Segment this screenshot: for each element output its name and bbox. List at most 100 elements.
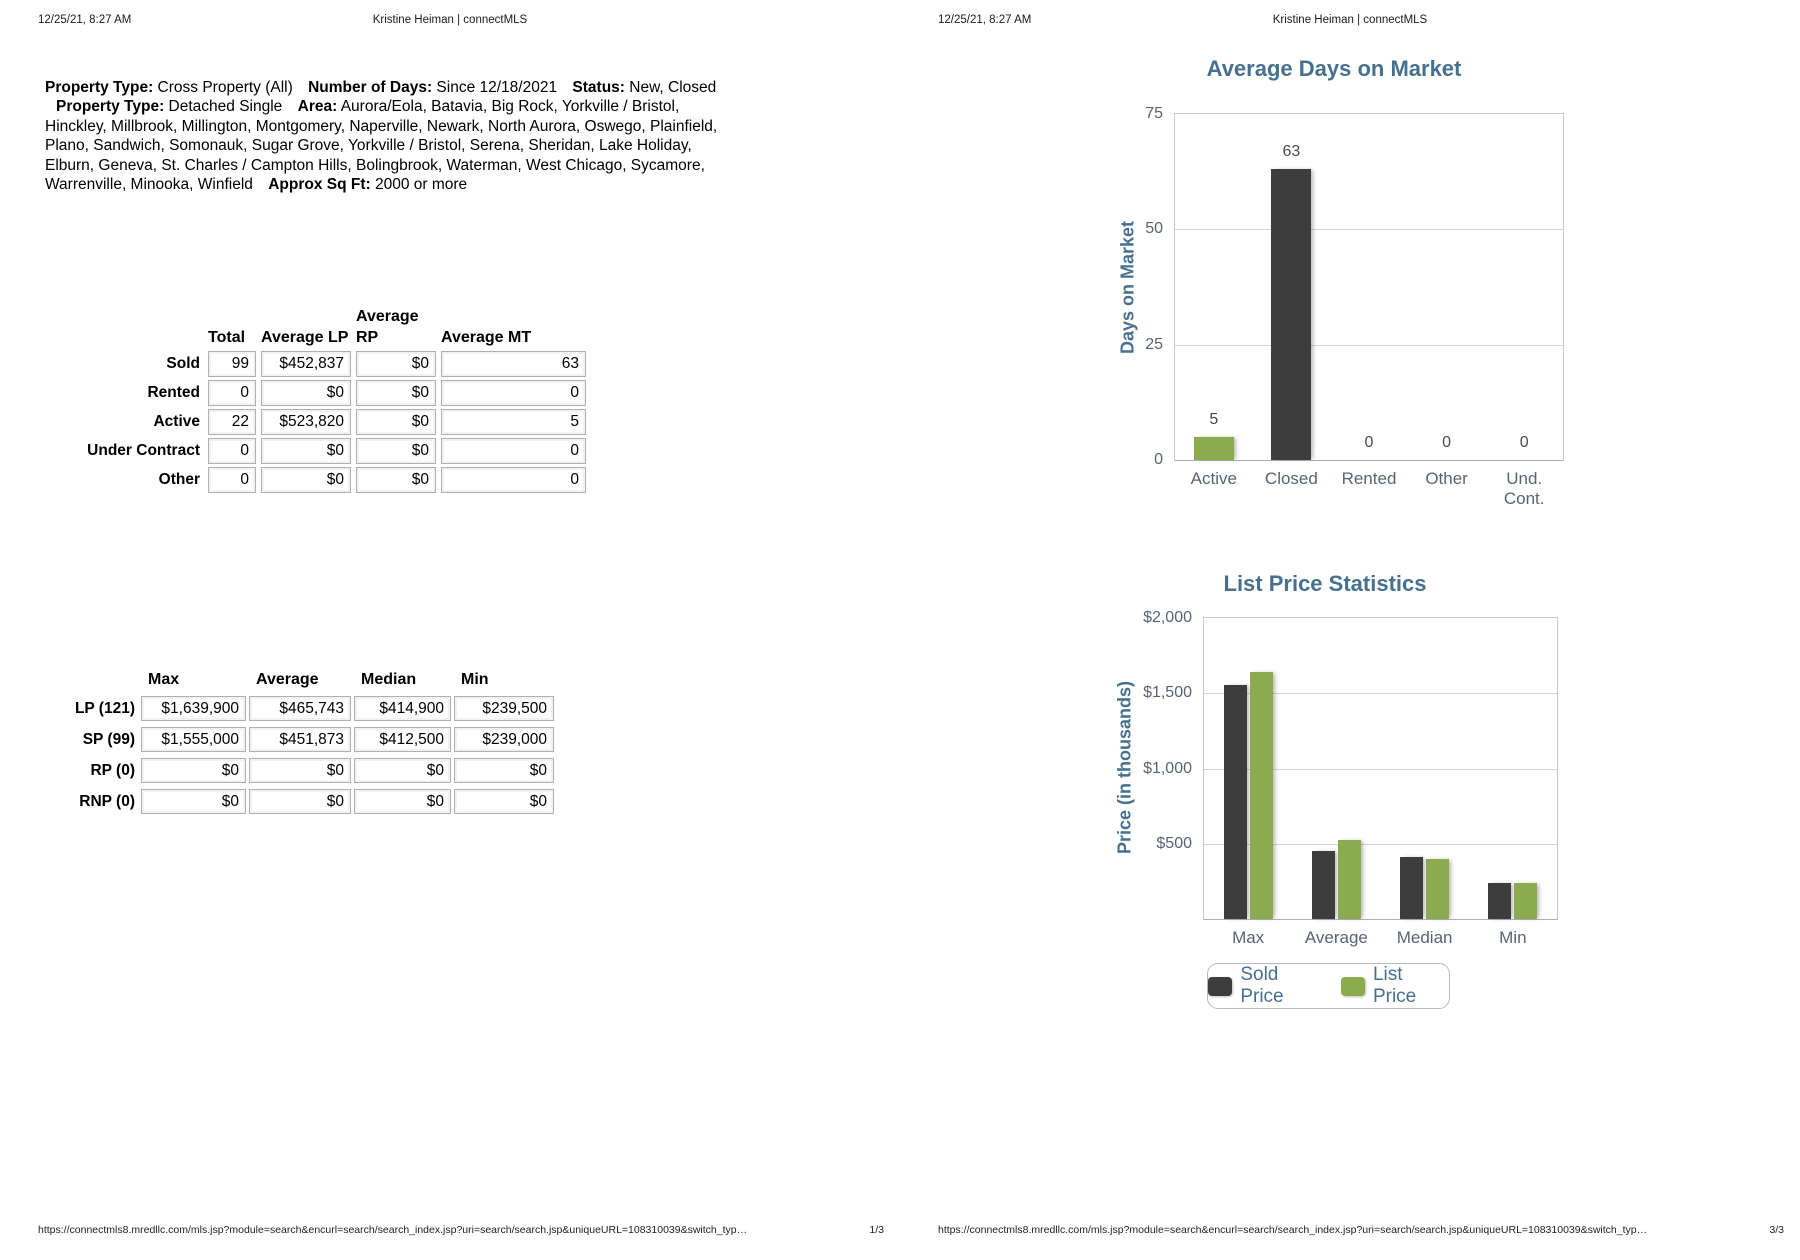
table-cell: $0: [141, 758, 246, 783]
x-category-label: Min: [1499, 928, 1527, 947]
table-cell: $0: [249, 789, 351, 814]
page-footer: https://connectmls8.mredllc.com/mls.jsp?…: [38, 1224, 884, 1238]
plot-area-days-on-market: 0 25 50 75 Active 5 Closed 63 Rented 0 Other 0 Und. …: [1145, 105, 1564, 508]
row-label: RNP (0): [79, 792, 135, 810]
chart-title-list-price: List Price Statistics: [1223, 571, 1427, 596]
summary-table: Total Average LP Average RP Average MT S…: [45, 299, 586, 493]
table-cell: 0: [441, 467, 586, 493]
table-cell: 22: [208, 409, 256, 435]
plot-area-list-price: $500 $1,000 $1,500 $2,000 Max Average Median Mi…: [1143, 609, 1558, 947]
row-label: Other: [158, 471, 200, 488]
table-cell: $0: [356, 351, 436, 377]
criteria-value: Cross Property (All): [153, 78, 293, 96]
row-label: Rented: [147, 384, 200, 401]
gridline: [1204, 693, 1557, 695]
row-label: Active: [153, 413, 200, 430]
table-cell: $0: [354, 789, 451, 814]
table-cell: $0: [356, 438, 436, 464]
criteria-value: Aurora/Eola, Batavia, Big Rock, Yorkvill…: [45, 98, 718, 193]
y-tick-label: 0: [1154, 451, 1163, 468]
report-page-3: 12/25/21, 8:27 AM Kristine Heiman | conn…: [900, 0, 1800, 1260]
y-tick-label: $500: [1156, 834, 1192, 852]
table-cell: $1,555,000: [141, 727, 246, 752]
table-corner: [63, 668, 138, 690]
chart-title-days-on-market: Average Days on Market: [1206, 56, 1462, 81]
source-url: https://connectmls8.mredllc.com/mls.jsp?…: [38, 1224, 748, 1236]
gridline: [1175, 344, 1563, 346]
table-cell: 0: [208, 467, 256, 493]
table-cell: $523,820: [261, 409, 351, 435]
criteria-label: Status:: [572, 78, 625, 96]
list-price-swatch-icon: [1340, 976, 1365, 996]
table-cell: 99: [208, 351, 256, 377]
print-timestamp: 12/25/21, 8:27 AM: [38, 14, 132, 26]
print-title: Kristine Heiman | connectMLS: [1272, 14, 1428, 26]
row-label: Under Contract: [87, 442, 200, 459]
y-tick-label: 75: [1145, 105, 1163, 122]
table-cell: 5: [441, 409, 586, 435]
page-footer: https://connectmls8.mredllc.com/mls.jsp?…: [938, 1224, 1784, 1238]
table-cell: $0: [261, 380, 351, 406]
legend-item-sold-price: Sold Price: [1208, 964, 1325, 1008]
column-header: Min: [461, 671, 489, 688]
bar-active: [1193, 436, 1234, 460]
search-criteria: Property Type: Cross Property (All) Numb…: [45, 78, 745, 195]
table-cell: 0: [208, 438, 256, 464]
table-cell: $0: [454, 789, 554, 814]
x-category-label: Other: [1425, 469, 1468, 488]
column-header: Median: [361, 671, 417, 688]
criteria-value: New, Closed: [624, 78, 717, 96]
gridline: [1175, 229, 1563, 231]
criteria-value: Detached Single: [164, 98, 283, 115]
legend-label: List Price: [1372, 964, 1417, 1007]
table-cell: $0: [356, 467, 436, 493]
sold-price-swatch-icon: [1208, 976, 1233, 996]
table-cell: $0: [356, 409, 436, 435]
legend-item-list-price: List Price: [1340, 964, 1449, 1008]
table-cell: $1,639,900: [141, 696, 246, 721]
bar-value-label: 0: [1519, 434, 1529, 451]
table-cell: $0: [261, 438, 351, 464]
row-label: Sold: [166, 355, 200, 372]
table-cell: 63: [441, 351, 586, 377]
print-title: Kristine Heiman | connectMLS: [372, 14, 528, 26]
x-category-label: Max: [1232, 928, 1265, 947]
page-header: 12/25/21, 8:27 AM Kristine Heiman | conn…: [38, 14, 862, 30]
y-axis-title: Days on Market: [1117, 220, 1138, 355]
y-tick-label: 25: [1145, 335, 1163, 353]
y-tick-label: $1,500: [1143, 684, 1192, 702]
table-cell: $414,900: [354, 696, 451, 721]
table-cell: $0: [249, 758, 351, 783]
table-cell: 0: [208, 380, 256, 406]
row-label: LP (121): [74, 699, 135, 717]
bar-list-price: [1337, 840, 1361, 919]
table-cell: $0: [454, 758, 554, 783]
table-cell: $465,743: [249, 696, 351, 721]
row-label: SP (99): [82, 730, 135, 748]
x-category-label: Und. Cont.: [1503, 469, 1545, 508]
y-tick-label: $1,000: [1143, 759, 1192, 777]
legend-label: Sold Price: [1240, 964, 1284, 1007]
column-header: Average LP: [261, 329, 349, 346]
table-cell: $451,873: [249, 727, 351, 752]
table-cell: $239,000: [454, 727, 554, 752]
table-cell: $239,500: [454, 696, 554, 721]
row-label: RP (0): [90, 761, 135, 779]
bar-sold-price: [1223, 684, 1247, 919]
table-cell: $0: [356, 380, 436, 406]
criteria-label: Property Type:: [56, 98, 165, 115]
bar-value-label: 63: [1282, 143, 1301, 161]
bar-list-price: [1426, 858, 1450, 919]
bar-list-price: [1249, 672, 1273, 919]
x-category-label: Median: [1396, 928, 1453, 947]
criteria-value: Since 12/18/2021: [432, 78, 558, 96]
source-url: https://connectmls8.mredllc.com/mls.jsp?…: [938, 1224, 1648, 1236]
bar-list-price: [1514, 882, 1538, 919]
table-cell: $452,837: [261, 351, 351, 377]
table-cell: 0: [441, 438, 586, 464]
page-number: 3/3: [1769, 1224, 1784, 1236]
table-cell: $0: [141, 789, 246, 814]
criteria-label: Property Type:: [45, 78, 154, 96]
column-header: Total: [208, 329, 246, 346]
column-header: Average MT: [441, 329, 532, 346]
